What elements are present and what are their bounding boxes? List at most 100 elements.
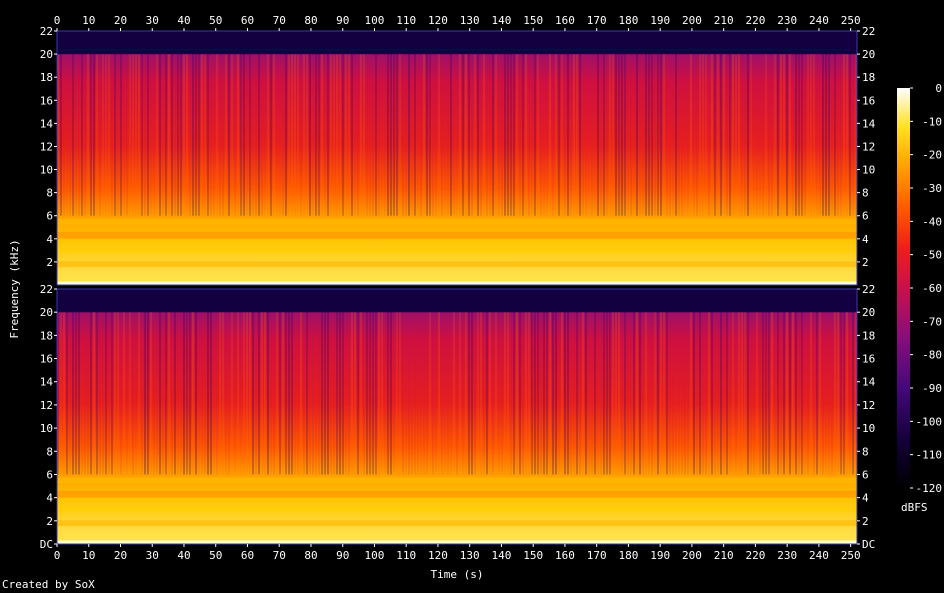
spectral-stripe	[81, 54, 83, 216]
y-tick-label: 12	[40, 140, 53, 153]
spectral-stripe	[273, 312, 275, 475]
spectral-stripe	[396, 312, 398, 475]
spectral-stripe	[240, 312, 242, 475]
spectral-stripe	[699, 312, 701, 475]
spectral-stripe	[324, 54, 326, 216]
spectral-stripe	[195, 54, 197, 216]
spectral-stripe	[408, 312, 410, 475]
spectral-stripe	[273, 54, 275, 216]
y-tick-label: 4	[46, 233, 53, 246]
spectral-stripe	[390, 312, 392, 475]
spectral-stripe	[72, 54, 74, 216]
spectral-stripe	[333, 54, 335, 216]
x-tick-label: 110	[396, 549, 416, 562]
spectral-stripe	[195, 312, 197, 475]
spectral-stripe	[108, 54, 110, 216]
spectral-stripe	[549, 312, 551, 475]
spectral-stripe	[525, 312, 527, 475]
spectral-stripe	[483, 54, 485, 216]
spectral-stripe	[243, 312, 245, 475]
spectral-stripe	[534, 312, 536, 475]
y-tick-label: 2	[862, 256, 869, 269]
spectral-stripe	[291, 312, 293, 475]
spectral-stripe	[723, 312, 725, 475]
spectral-stripe	[846, 312, 848, 475]
low-freq-band	[57, 231, 857, 239]
dc-line	[57, 281, 857, 285]
spectral-stripe	[690, 312, 692, 475]
spectral-stripe	[837, 312, 839, 475]
spectral-stripe	[354, 312, 356, 475]
spectral-stripe	[309, 54, 311, 216]
y-tick-label: 18	[40, 329, 53, 342]
spectral-stripe	[555, 312, 557, 475]
spectral-stripe	[564, 312, 566, 475]
spectral-stripe	[63, 54, 65, 216]
spectral-stripe	[156, 312, 158, 475]
y-tick-label: 8	[46, 187, 53, 200]
spectral-stripe	[504, 312, 506, 475]
spectral-stripe	[636, 54, 638, 216]
spectral-stripe	[117, 312, 119, 475]
spectral-stripe	[657, 54, 659, 216]
spectral-stripe	[849, 54, 851, 216]
y-tick-label: 12	[40, 399, 53, 412]
spectral-stripe	[810, 54, 812, 216]
x-tick-label: 40	[177, 549, 190, 562]
spectral-stripe	[744, 54, 746, 216]
spectral-stripe	[270, 312, 272, 475]
spectral-stripe	[312, 312, 314, 475]
colorbar-tick-label: -50	[922, 249, 942, 262]
spectral-stripe	[624, 54, 626, 216]
spectral-stripe	[729, 54, 731, 216]
spectral-stripe	[225, 54, 227, 216]
spectral-stripe	[108, 312, 110, 475]
spectral-stripe	[258, 54, 260, 216]
spectral-stripe	[228, 312, 230, 475]
spectral-stripe	[174, 54, 176, 216]
spectral-stripe	[168, 312, 170, 475]
spectral-stripe	[534, 54, 536, 216]
y-tick-label: 18	[40, 71, 53, 84]
spectral-stripe	[360, 54, 362, 216]
spectral-stripe	[660, 312, 662, 475]
spectral-stripe	[642, 312, 644, 475]
spectral-stripe	[816, 54, 818, 216]
spectral-stripe	[591, 54, 593, 216]
spectral-stripe	[171, 312, 173, 475]
spectral-stripe	[312, 54, 314, 216]
spectral-stripe	[447, 312, 449, 475]
spectral-stripe	[681, 54, 683, 216]
spectral-stripe	[726, 54, 728, 216]
spectral-stripe	[219, 54, 221, 216]
spectral-stripe	[537, 54, 539, 216]
spectral-stripe	[111, 312, 113, 475]
spectral-stripe	[99, 54, 101, 216]
spectral-stripe	[231, 54, 233, 216]
spectral-stripe	[321, 54, 323, 216]
above-cutoff-region	[57, 31, 857, 55]
y-tick-label: 20	[862, 48, 875, 61]
spectral-stripe	[768, 312, 770, 475]
y-tick-label: 16	[40, 353, 53, 366]
spectral-stripe	[465, 54, 467, 216]
spectral-stripe	[444, 312, 446, 475]
spectral-stripe	[66, 54, 68, 216]
spectral-stripe	[222, 54, 224, 216]
spectral-stripe	[246, 54, 248, 216]
spectral-stripe	[96, 312, 98, 475]
spectral-stripe	[834, 312, 836, 475]
spectral-stripe	[285, 54, 287, 216]
x-tick-label: 120	[428, 14, 448, 27]
spectral-stripe	[435, 312, 437, 475]
spectral-stripe	[150, 54, 152, 216]
spectral-stripe	[714, 312, 716, 475]
spectral-stripe	[735, 54, 737, 216]
spectral-stripe	[165, 54, 167, 216]
spectral-stripe	[696, 54, 698, 216]
colorbar-tick-label: -80	[922, 349, 942, 362]
spectral-stripe	[852, 54, 854, 216]
spectral-stripe	[522, 312, 524, 475]
spectral-stripe	[144, 312, 146, 475]
spectral-stripe	[738, 312, 740, 475]
